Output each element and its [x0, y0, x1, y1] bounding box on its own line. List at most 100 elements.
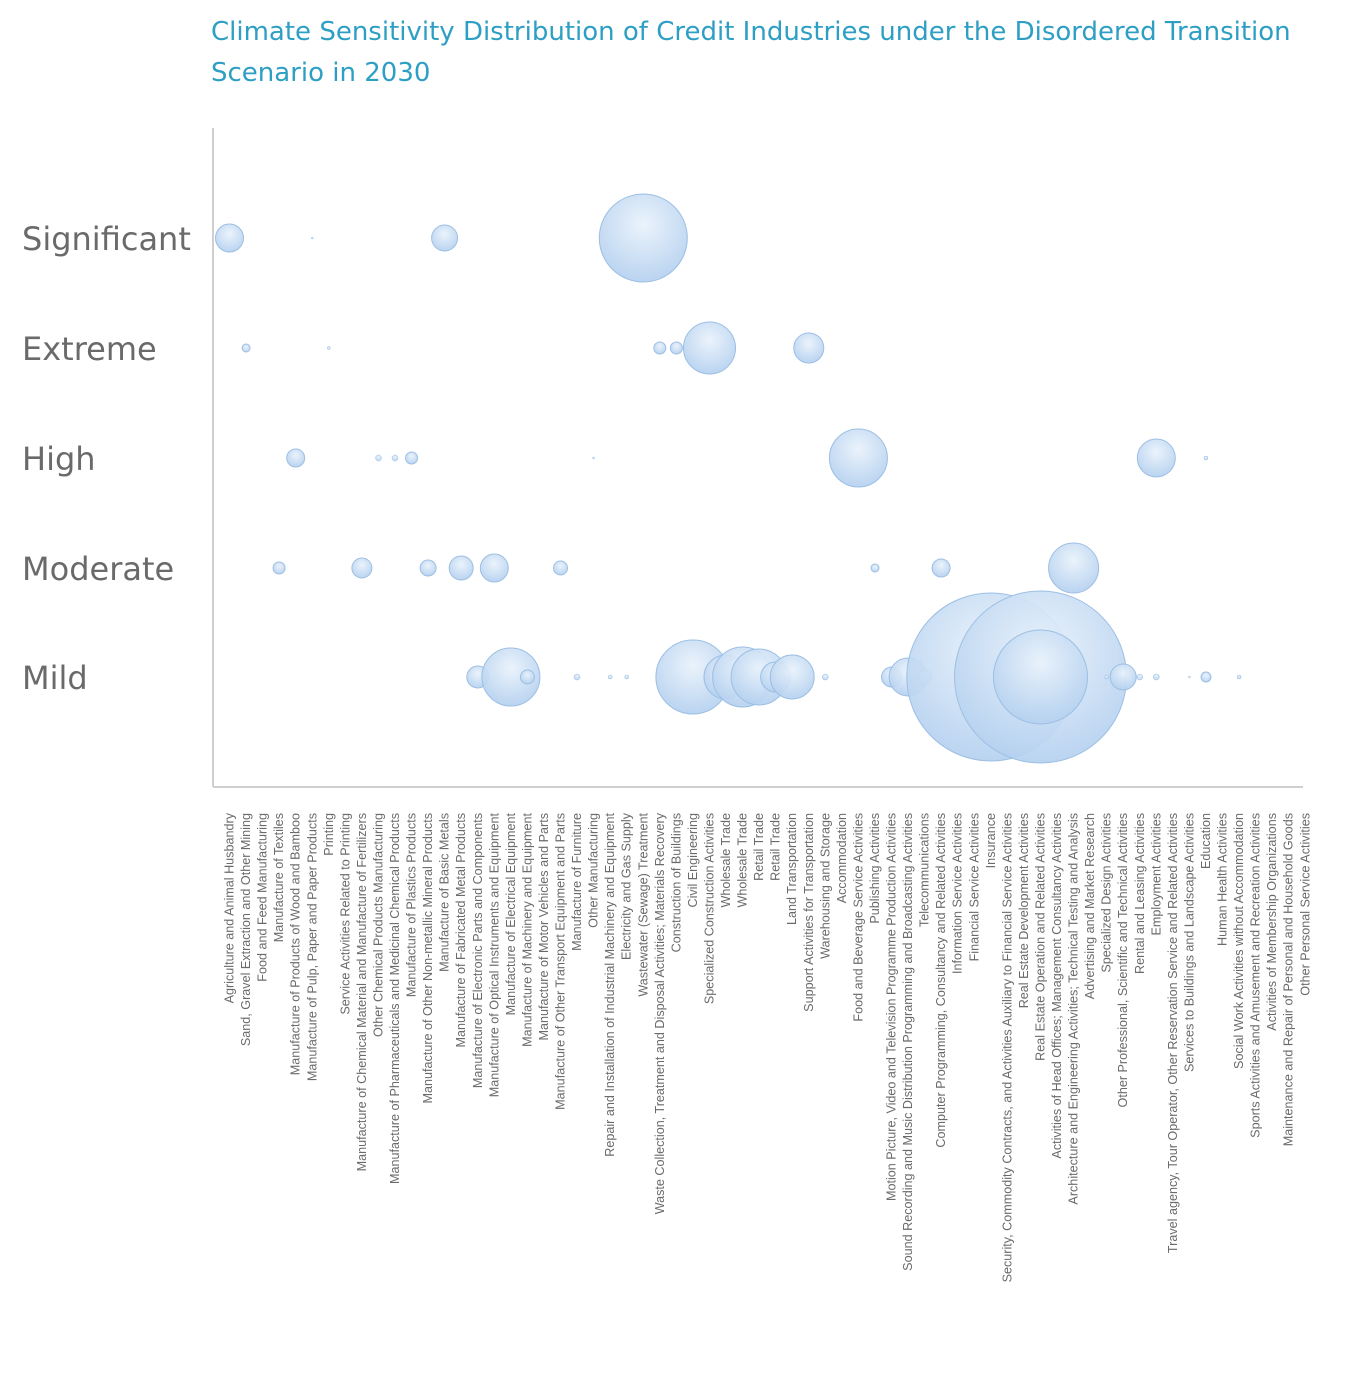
x-category-label: Manufacture of Fabricated Metal Products [454, 813, 468, 1048]
bubble-series [215, 193, 1242, 764]
bubble-point [653, 341, 667, 355]
x-category-label: Other Personal Service Activities [1298, 813, 1312, 996]
x-category-label: Rental and Leasing Activities [1133, 813, 1147, 974]
x-category-label: Retail Trade [769, 813, 783, 881]
bubble-point [993, 629, 1088, 725]
x-category-label: Publishing Activities [868, 813, 882, 924]
bubble-point [481, 647, 541, 707]
x-category-label: Social Work Activities without Accommoda… [1232, 813, 1246, 1069]
bubble-point [1203, 455, 1209, 461]
bubble-point [1153, 673, 1160, 681]
x-category-label: Sports Activities and Amusement and Recr… [1249, 813, 1263, 1138]
x-category-label: Education [1199, 813, 1213, 869]
x-category-label: Specialized Construction Activities [703, 813, 717, 1004]
y-axis-level-labels: Significant Extreme High Moderate Mild [22, 220, 191, 697]
bubble-point [828, 428, 888, 488]
bubble-point [1109, 663, 1137, 691]
x-category-label: Waste Collection, Treatment and Disposal… [653, 812, 667, 1214]
bubble-point [448, 555, 474, 581]
x-category-label: Sand, Gravel Extraction and Other Mining [239, 813, 253, 1046]
chart-axes [212, 128, 1303, 788]
x-category-label: Insurance [984, 813, 998, 868]
x-category-label: Information Service Activities [951, 813, 965, 974]
x-category-label: Land Transportation [785, 813, 799, 925]
x-category-label: Travel agency, Tour Operator, Other Rese… [1166, 813, 1180, 1253]
bubble-point [1200, 671, 1212, 683]
x-category-label: Maintenance and Repair of Personal and H… [1282, 813, 1296, 1146]
x-category-label: Specialized Design Activities [1100, 813, 1114, 973]
bubble-point [286, 448, 306, 468]
bubble-point [624, 674, 629, 680]
y-level-label: High [22, 440, 96, 478]
bubble-point [822, 673, 829, 681]
x-category-label: Services to Buildings and Landscape Acti… [1182, 813, 1196, 1072]
x-category-label: Sound Recording and Music Distribution P… [901, 813, 915, 1271]
x-category-label: Printing [322, 813, 336, 856]
bubble-point [683, 321, 736, 375]
x-category-label: Wastewater (Sewage) Treatment [636, 813, 650, 997]
x-category-label: Manufacture of Basic Metals [438, 813, 452, 972]
x-category-label: Wholesale Trade [719, 813, 733, 908]
x-category-label: Manufacture of Pharmaceuticals and Medic… [388, 813, 402, 1184]
bubble-point [431, 224, 459, 252]
bubble-point [669, 341, 683, 355]
bubble-point [375, 454, 382, 462]
y-level-label: Extreme [22, 330, 157, 368]
x-category-label: Security, Commodity Contracts, and Activ… [1000, 813, 1014, 1282]
bubble-point [1104, 674, 1109, 680]
x-category-label: Manufacture of Furniture [570, 813, 584, 951]
x-category-label: Support Activities for Transportation [802, 813, 816, 1012]
x-category-label: Manufacture of Electronic Parts and Comp… [471, 813, 485, 1088]
x-category-label: Manufacture of Other Transport Equipment… [554, 813, 568, 1110]
x-category-label: Real Estate Development Activities [1017, 813, 1031, 1008]
x-category-label: Repair and Installation of Industrial Ma… [603, 813, 617, 1157]
x-category-label: Electricity and Gas Supply [620, 812, 634, 960]
x-category-label: Architecture and Engineering Activities;… [1067, 813, 1081, 1205]
bubble-point [1136, 438, 1176, 478]
bubble-point [391, 454, 399, 462]
bubble-point [241, 343, 251, 353]
bubble-point [272, 561, 286, 575]
x-category-label: Manufacture of Optical Instruments and E… [487, 813, 501, 1098]
bubble-point [1236, 674, 1242, 680]
x-category-label: Other Manufacturing [587, 813, 601, 928]
bubble-point [419, 559, 437, 577]
x-category-label: Manufacture of Other Non-metallic Minera… [421, 813, 435, 1103]
bubble-point [1048, 542, 1100, 594]
bubble-point [592, 456, 595, 460]
x-category-label: Other Professional, Scientific and Techn… [1116, 813, 1130, 1107]
bubble-point [1136, 673, 1144, 681]
x-category-label: Civil Engineering [686, 813, 700, 908]
y-level-label: Moderate [22, 550, 174, 588]
x-category-label: Telecommunications [918, 813, 932, 927]
bubble-point [793, 332, 825, 364]
bubble-point [405, 451, 419, 465]
x-category-label: Employment Activities [1149, 813, 1163, 935]
bubble-point [327, 346, 331, 350]
x-category-label: Computer Programming, Consultancy and Re… [934, 813, 948, 1148]
bubble-point [351, 557, 373, 579]
bubble-point [870, 563, 880, 573]
bubble-point [215, 223, 244, 253]
bubble-point [1188, 675, 1191, 679]
x-category-label: Accommodation [835, 813, 849, 903]
x-category-label: Other Chemical Products Manufacturing [372, 813, 386, 1037]
x-category-label: Human Health Activities [1216, 813, 1230, 946]
x-category-label: Financial Service Activities [967, 813, 981, 961]
x-category-label: Advertising and Market Research [1083, 813, 1097, 999]
x-category-label: Wholesale Trade [736, 813, 750, 908]
x-category-label: Food and Beverage Service Activities [851, 813, 865, 1022]
bubble-point [311, 236, 314, 240]
chart-title: Climate Sensitivity Distribution of Cred… [211, 17, 1291, 88]
x-category-label: Food and Feed Manufacturing [256, 813, 270, 982]
bubble-point [573, 673, 581, 681]
x-category-label: Manufacture of Pulp, Paper and Paper Pro… [305, 813, 319, 1081]
bubble-point [479, 553, 509, 583]
bubble-point [553, 560, 568, 576]
bubble-point [769, 654, 815, 700]
x-category-label: Motion Picture, Video and Television Pro… [885, 813, 899, 1201]
x-category-label: Manufacture of Chemical Material and Man… [355, 813, 369, 1171]
y-level-label: Significant [22, 220, 191, 258]
x-category-label: Activities of Membership Organizations [1265, 813, 1279, 1031]
